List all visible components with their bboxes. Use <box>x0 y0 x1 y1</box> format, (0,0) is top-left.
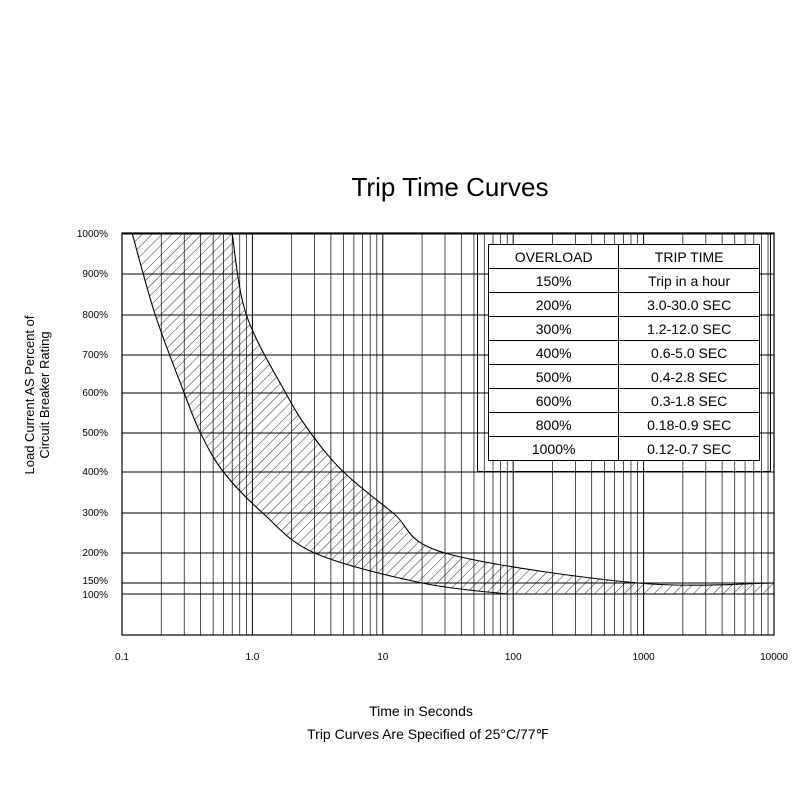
overload-cell: 150% <box>487 268 620 293</box>
overload-cell: 600% <box>487 388 620 413</box>
table-row: 500% 0.4-2.8 SEC <box>487 364 760 389</box>
y-tick-label: 700% <box>82 350 108 361</box>
trip-band <box>131 233 774 595</box>
chart-note: Trip Curves Are Specified of 25°C/77℉ <box>307 726 549 742</box>
y-tick-label: 900% <box>82 269 108 280</box>
overload-cell: 500% <box>487 364 620 389</box>
overload-cell: 1000% <box>487 436 620 461</box>
axes: 0.1 1.0 10 100 1000 10000100%150%200%300%400%… <box>77 229 788 663</box>
overload-cell: 800% <box>487 412 620 437</box>
y-tick-label: 800% <box>82 310 108 321</box>
y-tick-label: 500% <box>82 428 108 439</box>
header-trip-time: TRIP TIME <box>618 244 760 269</box>
x-tick-label: 1.0 <box>245 652 259 663</box>
header-overload: OVERLOAD <box>487 244 620 269</box>
y-tick-label: 100% <box>82 590 108 601</box>
trip-time-cell: 0.6-5.0 SEC <box>618 340 760 365</box>
overload-cell: 300% <box>487 316 620 341</box>
table-row: 300% 1.2-12.0 SEC <box>487 316 760 341</box>
y-tick-label: 400% <box>82 467 108 478</box>
table-header-row: OVERLOAD TRIP TIME <box>487 244 760 269</box>
plot-frame <box>121 232 775 636</box>
lower-trip-curve <box>131 233 508 595</box>
table-row: 150% Trip in a hour <box>487 268 760 293</box>
y-axis-label-line1: Load Current AS Percent of <box>22 315 37 475</box>
band-fill <box>132 234 774 594</box>
y-tick-label: 600% <box>82 388 108 399</box>
table-row: 600% 0.3-1.8 SEC <box>487 388 760 413</box>
upper-trip-curve <box>231 233 774 586</box>
x-axis-label: Time in Seconds <box>369 703 473 719</box>
chart-title: Trip Time Curves <box>351 172 549 202</box>
y-axis-label: Load Current AS Percent of Circuit Break… <box>22 230 52 560</box>
trip-time-cell: 0.12-0.7 SEC <box>618 436 760 461</box>
trip-time-cell: 0.18-0.9 SEC <box>618 412 760 437</box>
table-row: 800% 0.18-0.9 SEC <box>487 412 760 437</box>
table-body: 150% Trip in a hour 200% 3.0-30.0 SEC 300% 1.… <box>487 268 760 461</box>
x-tick-label: 0.1 <box>115 652 129 663</box>
trip-time-cell: 0.3-1.8 SEC <box>618 388 760 413</box>
x-tick-label: 1000 <box>632 652 655 663</box>
trip-time-table: OVERLOAD TRIP TIME 150% Trip in a hour 200… <box>477 233 771 472</box>
overload-cell: 200% <box>487 292 620 317</box>
trip-time-cell: 1.2-12.0 SEC <box>618 316 760 341</box>
x-tick-label: 10000 <box>760 652 788 663</box>
table-row: 1000% 0.12-0.7 SEC <box>487 436 760 461</box>
y-tick-label: 150% <box>82 576 108 587</box>
trip-time-cell: Trip in a hour <box>618 268 760 293</box>
y-tick-label: 1000% <box>77 229 108 240</box>
y-tick-label: 300% <box>82 508 108 519</box>
overload-cell: 400% <box>487 340 620 365</box>
trip-time-cell: 3.0-30.0 SEC <box>618 292 760 317</box>
trip-time-cell: 0.4-2.8 SEC <box>618 364 760 389</box>
x-tick-label: 100 <box>505 652 522 663</box>
x-tick-label: 10 <box>377 652 389 663</box>
table-row: 200% 3.0-30.0 SEC <box>487 292 760 317</box>
y-axis-label-line2: Circuit Breaker Rating <box>37 331 52 459</box>
y-tick-label: 200% <box>82 548 108 559</box>
table-row: 400% 0.6-5.0 SEC <box>487 340 760 365</box>
